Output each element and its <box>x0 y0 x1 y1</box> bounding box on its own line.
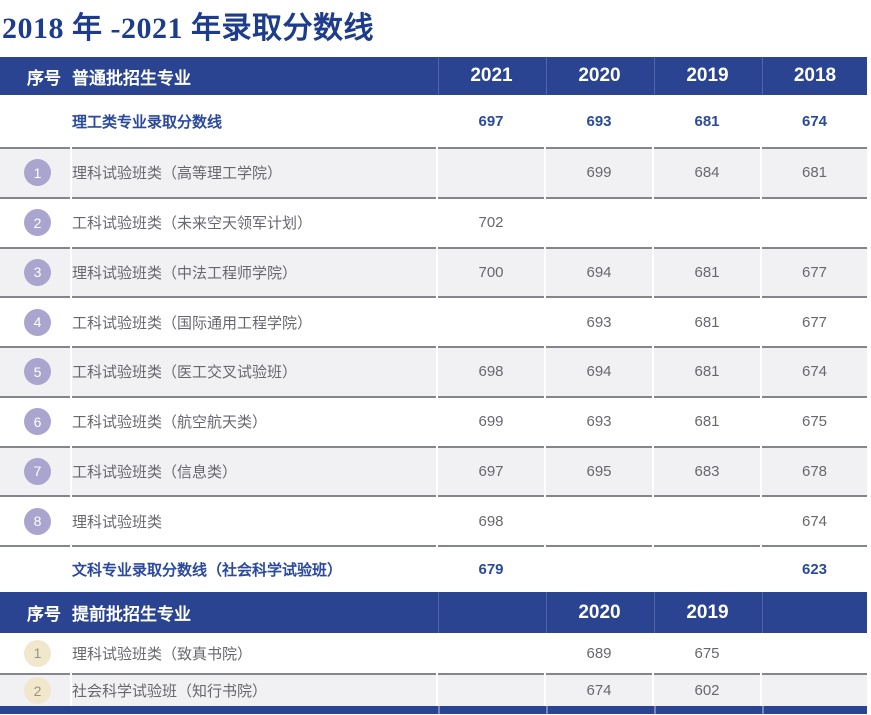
score-2021: 698 <box>438 495 544 545</box>
row-index-badge: 8 <box>24 507 51 535</box>
score-2019: 681 <box>654 346 760 396</box>
table-row: 1 理科试验班类（高等理工学院） 699 684 681 <box>0 147 867 197</box>
score-2018: 674 <box>762 346 867 396</box>
table-row: 6 工科试验班类（航空航天类） 699 693 681 675 <box>0 395 867 446</box>
science-summary-row: 理工类专业录取分数线 697 693 681 674 <box>0 95 867 147</box>
major-name: 理科试验班类（中法工程师学院） <box>72 246 436 297</box>
major-name: 工科试验班类（信息类） <box>72 445 436 496</box>
regular-batch-header-row: 序号 普通批招生专业 2021 2020 2019 2018 <box>0 57 867 95</box>
score-2019: 602 <box>654 673 760 706</box>
score-2019: 681 <box>654 296 760 346</box>
row-index-badge: 3 <box>24 258 51 286</box>
page-title: 2018 年 -2021 年录取分数线 <box>2 12 374 45</box>
row-index-badge: 2 <box>24 677 51 704</box>
score-2019: 681 <box>654 246 760 297</box>
liberal-arts-2018: 623 <box>762 545 867 592</box>
score-2020 <box>546 196 652 247</box>
table-row: 3 理科试验班类（中法工程师学院） 700 694 681 677 <box>0 246 867 297</box>
score-2021: 700 <box>438 246 544 297</box>
score-2020: 689 <box>586 644 612 662</box>
score-2021: 702 <box>438 196 544 247</box>
score-2018: 677 <box>762 246 867 297</box>
science-summary-2018: 674 <box>801 112 828 130</box>
table-row: 5 工科试验班类（医工交叉试验班） 698 694 681 674 <box>0 346 867 396</box>
major-name: 工科试验班类（国际通用工程学院） <box>72 296 436 346</box>
score-2021: 697 <box>438 445 544 496</box>
score-2020: 695 <box>546 445 652 496</box>
score-2021: 698 <box>438 346 544 396</box>
table-row: 2 工科试验班类（未来空天领军计划） 702 <box>0 196 867 247</box>
score-2021 <box>438 296 544 346</box>
score-2021 <box>438 147 544 197</box>
table-row: 7 工科试验班类（信息类） 697 695 683 678 <box>0 445 867 496</box>
score-2020: 694 <box>546 246 652 297</box>
row-index-badge: 7 <box>24 457 51 485</box>
liberal-arts-2020 <box>546 545 652 592</box>
score-2020: 693 <box>546 395 652 446</box>
row-index-badge: 2 <box>24 209 51 237</box>
column-header-year-2018: 2018 <box>762 57 867 95</box>
column-header-empty <box>438 592 544 633</box>
science-summary-2020: 693 <box>586 112 612 130</box>
major-name: 工科试验班类（医工交叉试验班） <box>72 346 436 396</box>
next-table-header-cutoff <box>0 706 867 714</box>
score-2020: 694 <box>546 346 652 396</box>
table-row: 1 理科试验班类（致真书院） 689 675 <box>0 633 867 673</box>
science-summary-2021: 697 <box>478 112 504 130</box>
major-name: 理科试验班类（高等理工学院） <box>72 147 436 197</box>
column-header-major: 普通批招生专业 <box>72 68 191 88</box>
score-2018: 675 <box>762 395 867 446</box>
major-name: 工科试验班类（未来空天领军计划） <box>72 196 436 247</box>
column-header-year-2020: 2020 <box>546 57 652 95</box>
row-index-badge: 6 <box>24 408 51 436</box>
early-batch-header-row: 序号 提前批招生专业 2020 2019 <box>0 592 867 633</box>
major-name: 理科试验班类（致真书院） <box>72 645 253 663</box>
score-2019: 683 <box>654 445 760 496</box>
score-2020: 674 <box>546 673 652 706</box>
column-header-year-2020: 2020 <box>546 592 652 633</box>
row-index-badge: 5 <box>24 358 51 386</box>
regular-batch-table: 序号 普通批招生专业 2021 2020 2019 2018 理工类专业录取分数… <box>0 57 867 592</box>
score-2019: 684 <box>654 147 760 197</box>
score-2019: 675 <box>694 644 720 662</box>
score-2018: 674 <box>762 495 867 545</box>
major-name: 理科试验班类 <box>72 495 436 545</box>
liberal-arts-2021: 679 <box>438 545 544 592</box>
early-batch-table: 序号 提前批招生专业 2020 2019 1 理科试验班类（致真书院） 689 … <box>0 592 867 714</box>
column-header-year-2019: 2019 <box>654 592 760 633</box>
score-2019 <box>654 196 760 247</box>
row-index-badge: 1 <box>24 639 51 667</box>
major-name: 社会科学试验班（知行书院） <box>72 673 436 706</box>
row-index-badge: 1 <box>24 159 51 187</box>
column-header-year-2019: 2019 <box>654 57 760 95</box>
score-2018: 681 <box>762 147 867 197</box>
major-name: 工科试验班类（航空航天类） <box>72 395 436 446</box>
row-index-badge: 4 <box>24 308 51 336</box>
table-row: 8 理科试验班类 698 674 <box>0 495 867 545</box>
column-header-index: 序号 <box>27 605 61 624</box>
column-header-major: 提前批招生专业 <box>72 605 191 624</box>
score-2018: 677 <box>762 296 867 346</box>
score-2018 <box>762 196 867 247</box>
table-row: 2 社会科学试验班（知行书院） 674 602 <box>0 673 867 706</box>
liberal-arts-summary-label: 文科专业录取分数线（社会科学试验班） <box>72 545 436 592</box>
liberal-arts-2019 <box>654 545 760 592</box>
score-2019 <box>654 495 760 545</box>
table-row: 4 工科试验班类（国际通用工程学院） 693 681 677 <box>0 296 867 346</box>
score-2019: 681 <box>654 395 760 446</box>
score-2020 <box>546 495 652 545</box>
science-summary-label: 理工类专业录取分数线 <box>72 113 223 131</box>
score-2020: 693 <box>546 296 652 346</box>
score-2020: 699 <box>546 147 652 197</box>
column-header-index: 序号 <box>27 68 61 88</box>
science-summary-2019: 681 <box>694 112 720 130</box>
score-2021: 699 <box>438 395 544 446</box>
column-header-year-2021: 2021 <box>438 57 544 95</box>
liberal-arts-summary-row: 文科专业录取分数线（社会科学试验班） 679 623 <box>0 545 867 592</box>
score-2018: 678 <box>762 445 867 496</box>
column-header-empty <box>762 592 867 633</box>
